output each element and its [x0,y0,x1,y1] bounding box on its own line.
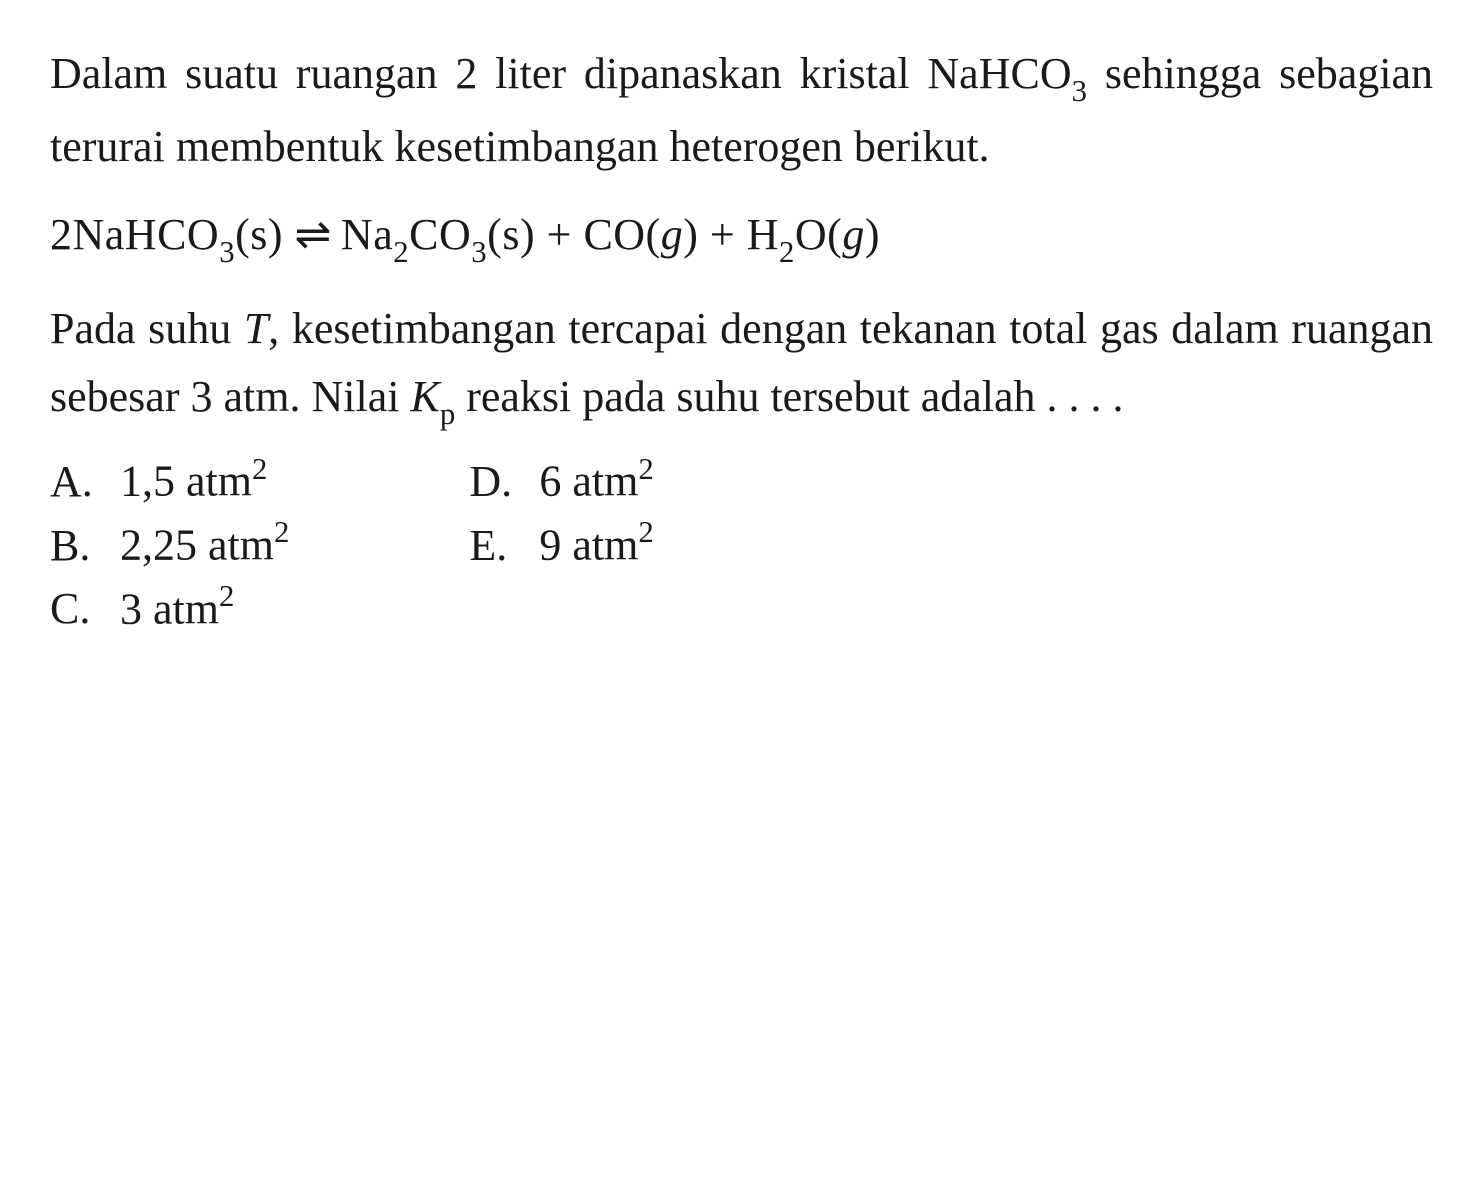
eq-rhs3: H [747,210,779,259]
question-body: Pada suhu T, kesetimbangan tercapai deng… [50,295,1433,436]
option-c[interactable]: C. 3 atm2 [50,581,289,635]
intro-sub-1: 3 [1072,74,1087,108]
body-text-1: Pada suhu [50,304,244,353]
eq-rhs3-sub: 2 [779,235,795,269]
option-c-sup: 2 [219,579,234,613]
option-b-text: 2,25 atm [120,521,274,570]
option-c-value: 3 atm2 [120,581,234,635]
equilibrium-arrow: ⇌ [295,210,330,259]
eq-rhs3-mid: O( [795,210,842,259]
question-intro: Dalam suatu ruangan 2 liter dipanaskan k… [50,40,1433,181]
option-e-value: 9 atm2 [539,517,653,571]
eq-plus1: + [535,210,583,259]
eq-rhs2: CO( [583,210,660,259]
option-d-label: D. [469,456,539,507]
option-e-label: E. [469,520,539,571]
body-var-1: T [244,304,268,353]
eq-rhs1-state: (s) [487,210,535,259]
eq-rhs1: Na [341,210,393,259]
body-var-2-sub: p [440,397,455,431]
option-d-value: 6 atm2 [539,453,653,507]
chemical-equation: 2NaHCO3(s) ⇌ Na2CO3(s) + CO(g) + H2O(g) [50,209,1433,267]
options-container: A. 1,5 atm2 B. 2,25 atm2 C. 3 atm2 D. 6 … [50,453,1433,634]
option-a-sup: 2 [252,452,267,486]
option-d-sup: 2 [638,452,653,486]
option-b-value: 2,25 atm2 [120,517,289,571]
option-e-text: 9 atm [539,521,638,570]
option-e-sup: 2 [638,515,653,549]
eq-rhs3-var: g [842,210,865,259]
option-e[interactable]: E. 9 atm2 [469,517,653,571]
eq-rhs1-mid: CO [409,210,471,259]
option-a-value: 1,5 atm2 [120,453,267,507]
option-b[interactable]: B. 2,25 atm2 [50,517,289,571]
eq-lhs-coef: 2NaHCO [50,210,219,259]
option-a[interactable]: A. 1,5 atm2 [50,453,289,507]
eq-plus2: + [698,210,746,259]
option-b-label: B. [50,520,120,571]
option-c-text: 3 atm [120,584,219,633]
option-d[interactable]: D. 6 atm2 [469,453,653,507]
option-b-sup: 2 [274,515,289,549]
eq-rhs3-close: ) [865,210,880,259]
body-var-2: K [410,372,439,421]
eq-rhs1-sub1: 2 [393,235,409,269]
eq-lhs-state: (s) [235,210,283,259]
eq-rhs2-var: g [661,210,684,259]
eq-lhs-sub: 3 [219,235,235,269]
eq-rhs1-sub2: 3 [471,235,487,269]
body-text-3: reaksi pada suhu tersebut adalah . . . . [455,372,1123,421]
option-d-text: 6 atm [539,457,638,506]
options-column-left: A. 1,5 atm2 B. 2,25 atm2 C. 3 atm2 [50,453,289,634]
option-a-text: 1,5 atm [120,457,252,506]
eq-rhs2-close: ) [683,210,698,259]
option-c-label: C. [50,583,120,634]
options-column-right: D. 6 atm2 E. 9 atm2 [469,453,653,634]
option-a-label: A. [50,456,120,507]
intro-text-1: Dalam suatu ruangan 2 liter dipanaskan k… [50,49,1072,98]
